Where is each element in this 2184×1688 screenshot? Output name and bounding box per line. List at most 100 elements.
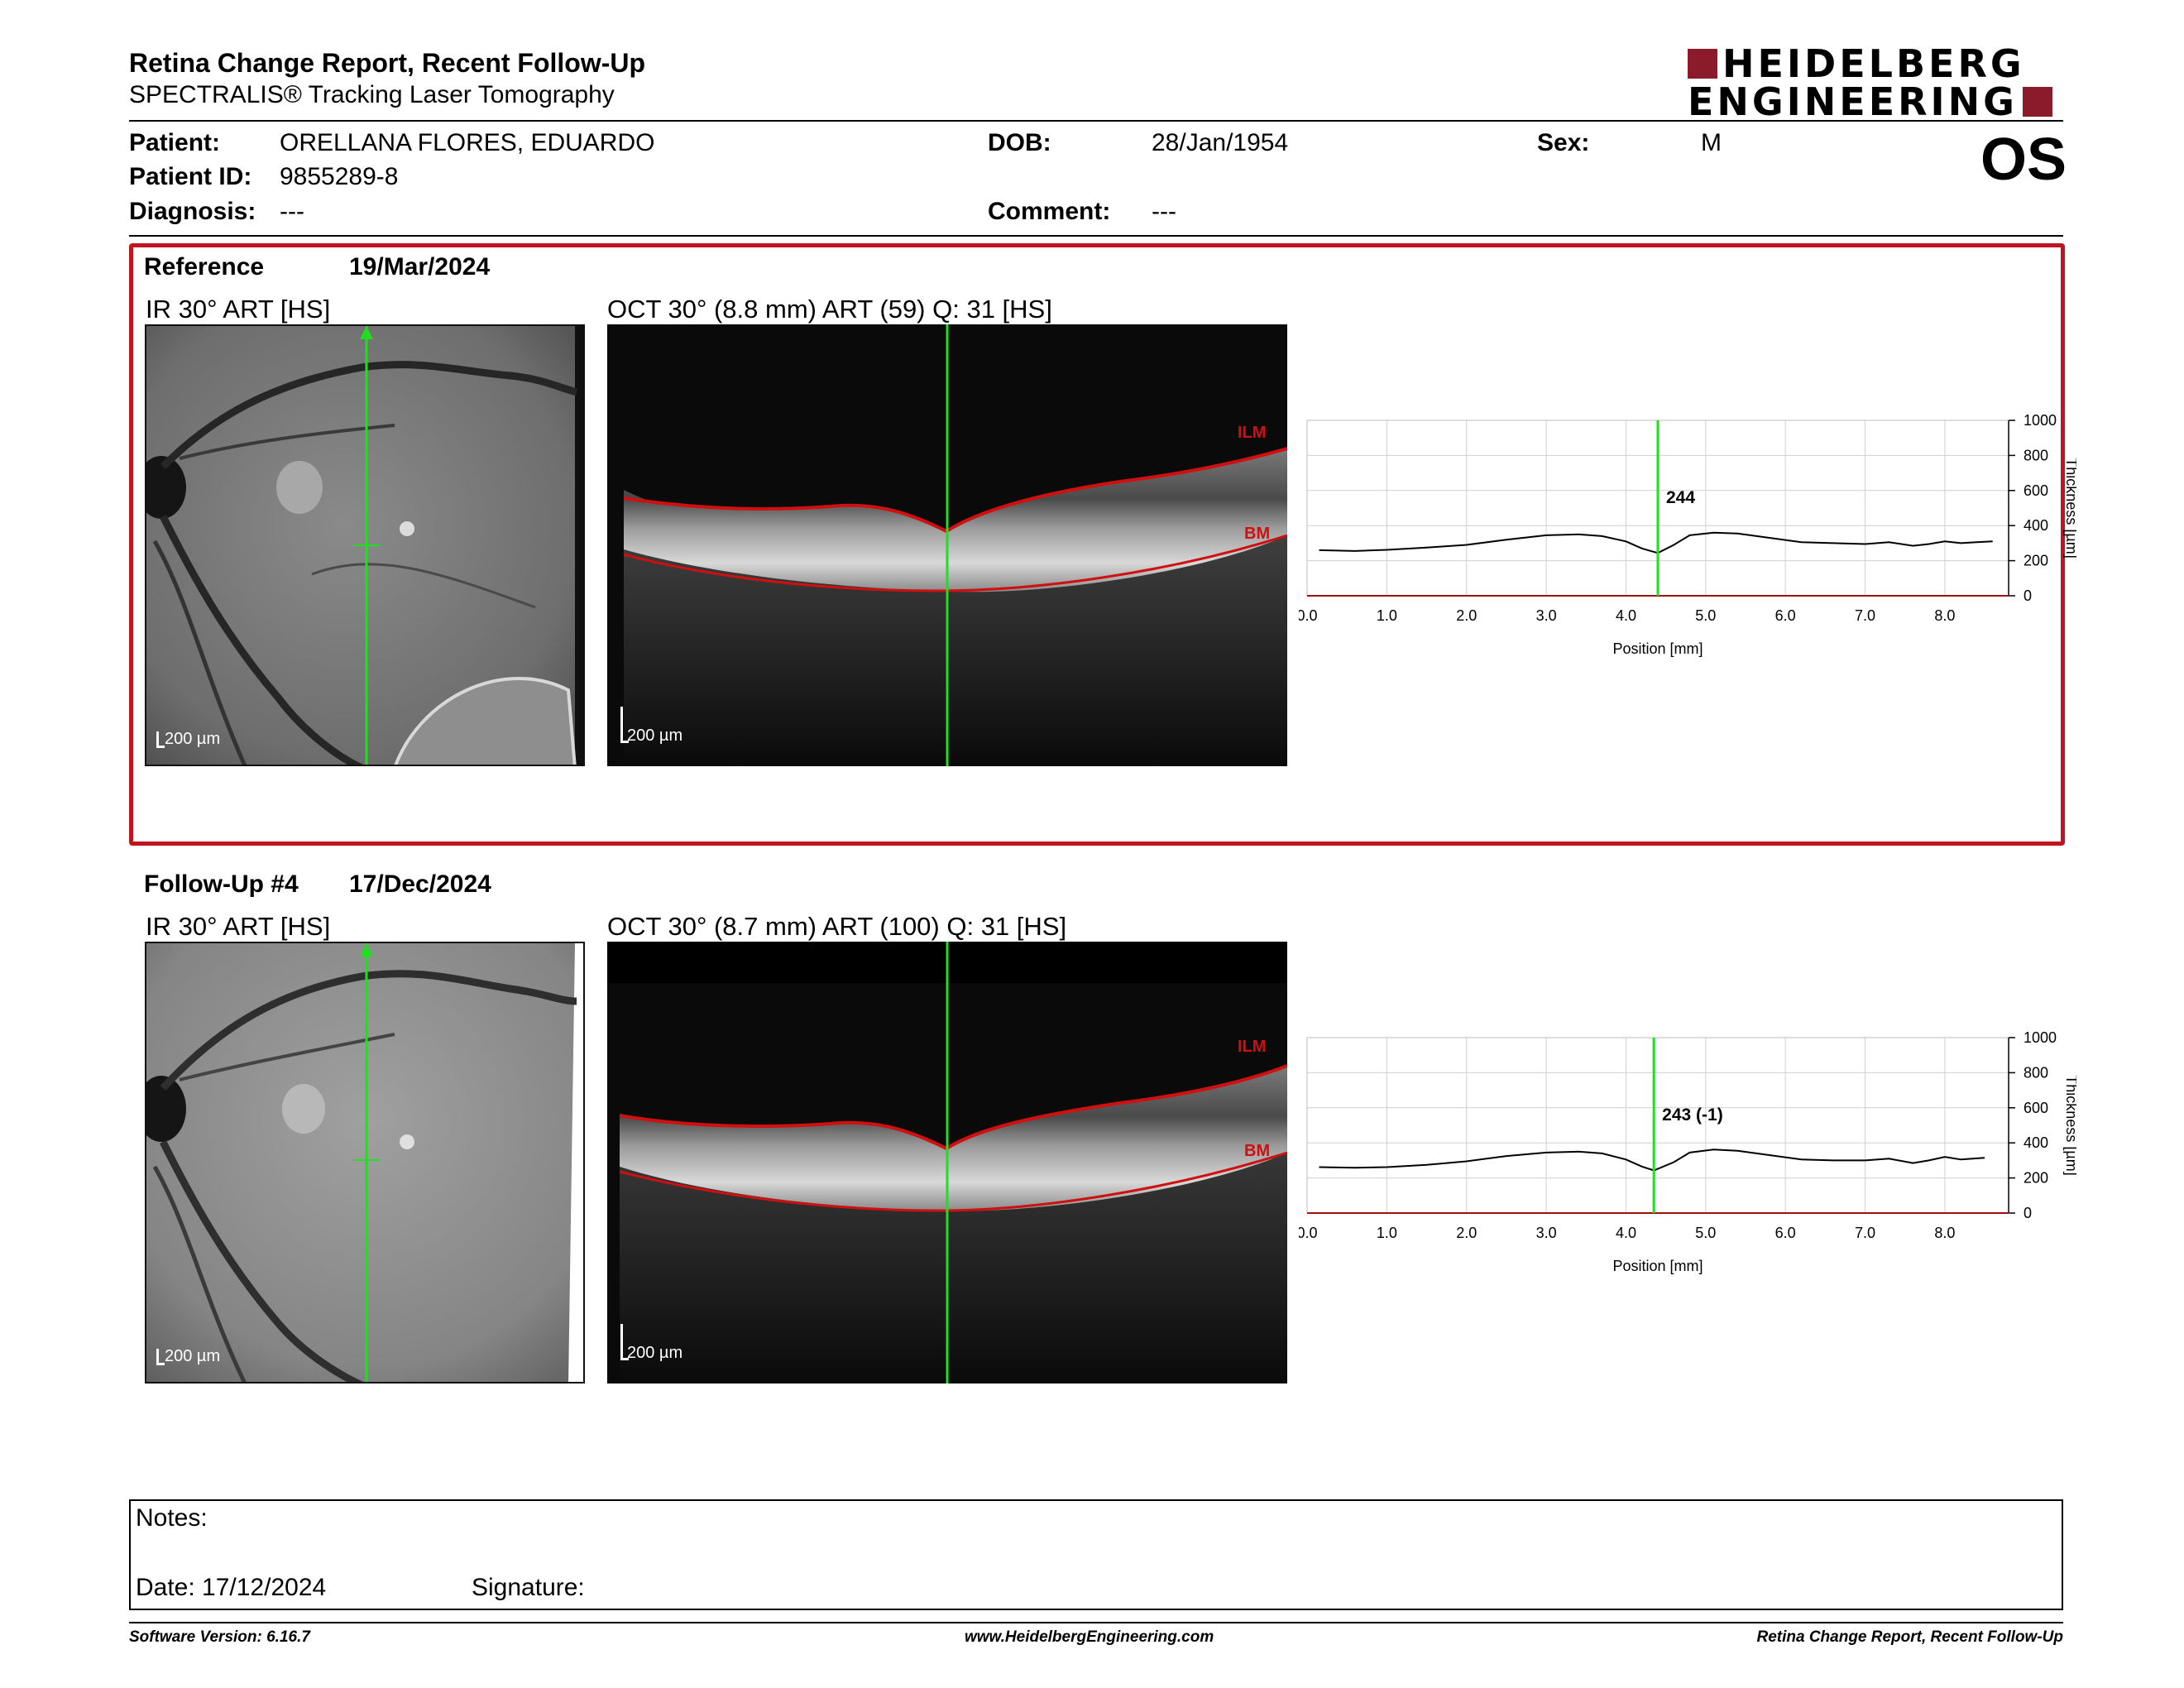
reference-thickness-chart: 0.0 1.0 2.0 3.0 4.0 5.0 6.0 7.0 8.0 0 200 400 600 800… [1299,412,2076,657]
bm-label: BM [1244,525,1271,543]
patient-id: 9855289-8 [280,163,399,190]
x-tick-label: 8.0 [1934,607,1955,624]
x-tick-label: 4.0 [1616,607,1636,624]
x-tick-label: 7.0 [1855,1225,1875,1241]
notes-box [129,1499,2063,1610]
reference-label: Reference [144,253,265,281]
x-tick-label: 4.0 [1616,1225,1636,1241]
reference-ir-title: IR 30° ART [HS] [146,295,331,324]
y-tick-label: 400 [2024,1134,2048,1151]
header-divider [129,120,2063,122]
eye-indicator: OS [1980,127,2067,193]
x-tick-label: 3.0 [1536,1225,1557,1241]
patient-name: ORELLANA FLORES, EDUARDO [280,129,655,156]
scale-bar-icon [156,1349,159,1365]
y-tick-label: 0 [2024,587,2032,604]
logo-line-1: HEIDELBERG [1688,41,2025,86]
reference-date: 19/Mar/2024 [349,253,491,281]
dob-value: 28/Jan/1954 [1152,129,1289,156]
sex-label: Sex: [1537,129,1590,156]
scale-bar-icon [156,731,159,748]
followup-label: Follow-Up #4 [144,870,299,898]
y-axis-label: Thickness [µm] [2063,1075,2076,1175]
scale-bar-label: 200 µm [627,727,683,745]
logo-mark [1688,49,1717,79]
y-tick-label: 1000 [2024,412,2057,429]
followup-ir-title: IR 30° ART [HS] [146,912,331,941]
scale-bar-label: 200 µm [165,1347,221,1365]
scale-bar-icon [620,1324,623,1360]
thickness-series-line [1319,531,1993,554]
scale-bar-tick [620,741,629,743]
x-tick-label: 8.0 [1934,1225,1955,1241]
x-tick-label: 6.0 [1775,1225,1796,1241]
dob-label: DOB: [988,129,1051,156]
scale-bar-label: 200 µm [627,1344,683,1362]
y-axis-label: Thickness [µm] [2063,458,2076,558]
x-tick-label: 1.0 [1377,607,1397,624]
y-tick-label: 0 [2024,1205,2032,1221]
scale-bar-icon [620,707,623,743]
reference-oct-bscan-image: ILM BM 200 µm [607,324,1287,766]
y-tick-label: 400 [2024,517,2048,534]
report-title: Retina Change Report, Recent Follow-Up [129,48,646,78]
logo-line-2: ENGINEERING [1688,79,2052,124]
scale-bar-tick [620,1358,629,1360]
patient-divider [129,235,2063,237]
notes-date: Date: 17/12/2024 [136,1574,327,1601]
y-tick-label: 200 [2024,553,2048,569]
ilm-label: ILM [1238,1038,1267,1056]
followup-oct-bscan-image: ILM BM 200 µm [607,942,1287,1383]
followup-oct-title: OCT 30° (8.7 mm) ART (100) Q: 31 [HS] [607,912,1067,941]
plot-area [1306,1037,2009,1214]
y-tick-label: 200 [2024,1170,2048,1187]
scale-bar-tick [156,746,165,748]
ilm-label: ILM [1238,424,1267,442]
x-tick-label: 2.0 [1456,1225,1477,1241]
x-tick-label: 1.0 [1377,1225,1397,1241]
bm-label: BM [1244,1142,1271,1160]
comment-value: --- [1152,198,1176,225]
signature-label: Signature: [472,1574,585,1601]
y-tick-label: 800 [2024,447,2048,463]
followup-date: 17/Dec/2024 [349,870,491,898]
reference-ir-fundus-image: 200 µm [145,324,585,766]
sex-value: M [1701,129,1722,156]
x-tick-label: 2.0 [1456,607,1477,624]
logo-text-1: HEIDELBERG [1722,41,2025,86]
y-tick-label: 600 [2024,482,2048,499]
footer-software-version: Software Version: 6.16.7 [129,1628,310,1646]
scale-bar-tick [156,1363,165,1365]
logo-text-2: ENGINEERING [1688,79,2018,124]
diagnosis-value: --- [280,198,304,225]
patient-id-label: Patient ID: [129,163,252,190]
x-tick-label: 5.0 [1695,1225,1716,1241]
reference-oct-title: OCT 30° (8.8 mm) ART (59) Q: 31 [HS] [607,295,1052,324]
x-tick-label: 6.0 [1775,607,1796,624]
x-tick-label: 0.0 [1299,1225,1318,1241]
scale-bar-label: 200 µm [165,730,221,748]
y-tick-label: 1000 [2024,1029,2057,1046]
thickness-series-line [1319,1149,1985,1172]
followup-thickness-chart: 0.0 1.0 2.0 3.0 4.0 5.0 6.0 7.0 8.0 0 200 400 600 800… [1299,1029,2076,1274]
y-tick-label: 800 [2024,1064,2048,1081]
reference-frame [129,243,2065,846]
footer-report-name: Retina Change Report, Recent Follow-Up [1756,1628,2063,1646]
x-tick-label: 0.0 [1299,607,1318,624]
footer-website: www.HeidelbergEngineering.com [965,1628,1214,1646]
x-axis-label: Position [mm] [1612,1258,1703,1274]
notes-label: Notes: [136,1504,208,1532]
comment-label: Comment: [988,198,1111,225]
patient-label: Patient: [129,129,221,156]
marker-value-label: 244 [1666,488,1695,507]
x-tick-label: 5.0 [1695,607,1716,624]
x-tick-label: 3.0 [1536,607,1557,624]
x-axis-label: Position [mm] [1612,640,1703,657]
x-tick-label: 7.0 [1855,607,1875,624]
diagnosis-label: Diagnosis: [129,198,256,225]
footer-divider [129,1622,2063,1623]
followup-ir-fundus-image: 200 µm [145,942,585,1383]
y-tick-label: 600 [2024,1100,2048,1116]
logo-mark [2022,87,2052,117]
report-subtitle: SPECTRALIS® Tracking Laser Tomography [129,81,615,108]
